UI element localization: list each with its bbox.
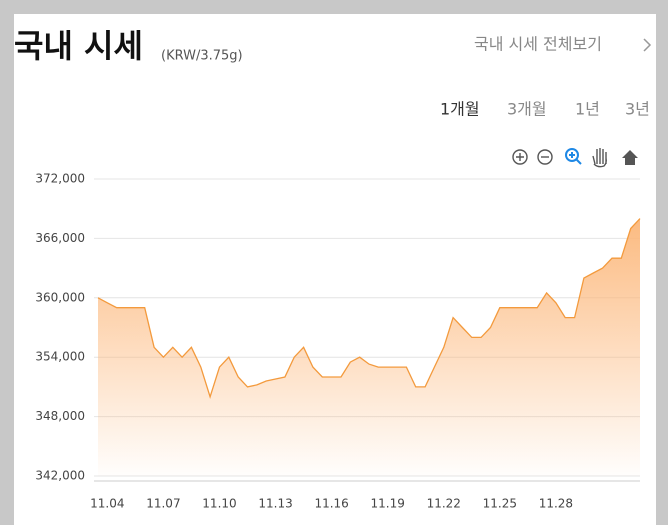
period-tab[interactable]: 3개월 [507,100,547,119]
x-tick-label: 11.10 [202,497,236,511]
x-tick-label: 11.04 [90,497,124,511]
y-tick-label: 348,000 [35,409,85,423]
zoom-out-button[interactable] [537,149,553,165]
period-tab[interactable]: 1년 [575,100,600,119]
price-line [97,218,641,399]
title: 국내 시세 [14,27,143,65]
pan-button[interactable] [592,148,607,168]
x-tick-label: 11.16 [314,497,348,511]
y-tick-label: 366,000 [35,231,85,245]
x-tick-label: 11.28 [539,497,573,511]
x-tick-label: 11.25 [483,497,517,511]
x-tick-label: 11.13 [258,497,292,511]
chevron[interactable] [643,38,652,52]
area-fill [98,218,640,476]
period-tab[interactable]: 3년 [625,100,650,119]
content: 국내 시세 (KRW/3.75g) 국내 시세 전체보기 1개월 3개월 1년 … [14,27,652,511]
y-tick-label: 354,000 [35,350,85,364]
view-all-link[interactable]: 국내 시세 전체보기 [474,35,602,54]
zoom-select-button[interactable] [565,148,582,165]
home-button[interactable] [622,150,638,165]
x-tick-label: 11.22 [427,497,461,511]
period-tab[interactable]: 1개월 [440,100,480,119]
x-tick-label: 11.07 [146,497,180,511]
x-tick-label: 11.19 [371,497,405,511]
subtitle: (KRW/3.75g) [161,49,243,64]
y-tick-label: 342,000 [35,469,85,483]
y-tick-label: 360,000 [35,290,85,304]
y-tick-label: 372,000 [35,172,85,186]
zoom-in-button[interactable] [512,149,528,165]
